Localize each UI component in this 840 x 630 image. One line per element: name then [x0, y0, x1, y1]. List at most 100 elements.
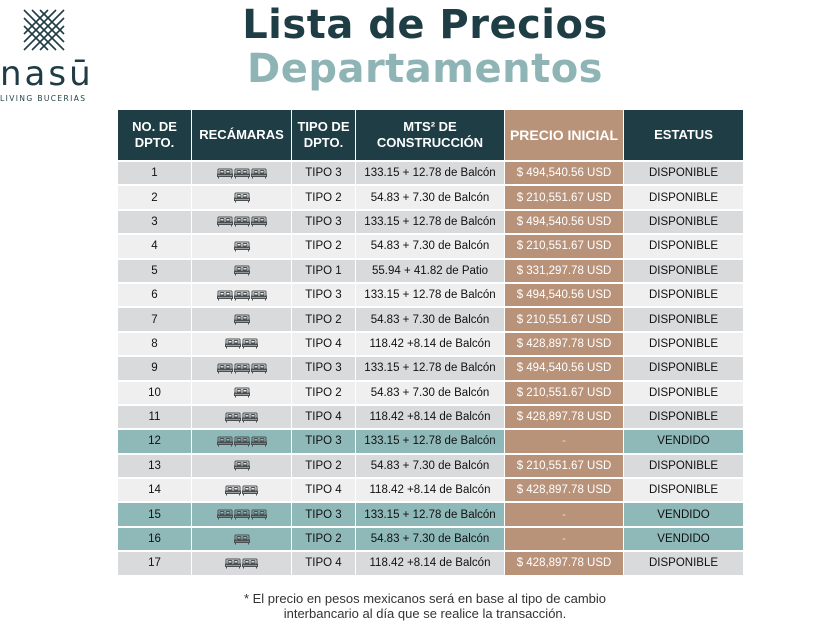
logo-pattern-icon	[23, 9, 65, 51]
bed-icon	[216, 509, 233, 520]
cell-tipo-dpto: TIPO 4	[291, 403, 356, 430]
bed-icon	[233, 387, 250, 398]
table-row: 4 TIPO 2 54.83 + 7.30 de Balcón $ 210,551.6…	[117, 233, 744, 260]
footnote-line-2: interbancario al día que se realice la t…	[283, 606, 567, 621]
bed-icon	[242, 338, 258, 349]
cell-mts: 54.83 + 7.30 de Balcón	[355, 306, 505, 333]
cell-no-dpto: 7	[117, 306, 192, 333]
cell-tipo-dpto: TIPO 2	[291, 379, 356, 406]
table-row: 5 TIPO 1 55.94 + 41.82 de Patio $ 331,297.7…	[117, 257, 744, 284]
cell-no-dpto: 3	[117, 208, 192, 235]
bed-icon	[233, 314, 250, 325]
cell-tipo-dpto: TIPO 2	[291, 525, 356, 552]
cell-mts: 118.42 +8.14 de Balcón	[355, 403, 505, 430]
table-row: 1 TIPO 3 133.15 + 12.78 de Balcón $ 494,540…	[117, 159, 744, 186]
page-title: Lista de Precios	[242, 2, 608, 48]
cell-recamaras	[191, 477, 292, 503]
cell-no-dpto: 10	[117, 379, 192, 406]
cell-precio: $ 428,897.78 USD	[504, 550, 624, 576]
cell-mts: 54.83 + 7.30 de Balcón	[355, 379, 505, 406]
cell-precio: $ 428,897.78 USD	[504, 403, 624, 430]
cell-estatus: DISPONIBLE	[623, 550, 744, 576]
table-row: 7 TIPO 2 54.83 + 7.30 de Balcón $ 210,551.6…	[117, 306, 744, 333]
header-estatus: ESTATUS	[623, 109, 744, 162]
bed-icon	[233, 363, 250, 374]
cell-recamaras	[191, 184, 292, 211]
cell-estatus: VENDIDO	[623, 428, 744, 455]
cell-estatus: DISPONIBLE	[623, 208, 744, 235]
cell-precio: $ 428,897.78 USD	[504, 330, 624, 357]
bed-icon	[225, 412, 241, 423]
cell-no-dpto: 1	[117, 159, 192, 186]
cell-precio: $ 331,297.78 USD	[504, 257, 624, 284]
cell-precio: -	[504, 525, 624, 552]
cell-tipo-dpto: TIPO 2	[291, 306, 356, 333]
bed-icon	[242, 485, 258, 496]
cell-estatus: DISPONIBLE	[623, 355, 744, 382]
bed-icon	[250, 216, 267, 227]
cell-estatus: VENDIDO	[623, 501, 744, 528]
brand-logo: nasū LIVING BUCERIAS	[0, 4, 120, 104]
cell-tipo-dpto: TIPO 2	[291, 184, 356, 211]
cell-no-dpto: 15	[117, 501, 192, 528]
bed-icon	[233, 265, 250, 276]
cell-recamaras	[191, 208, 292, 235]
cell-precio: $ 494,540.56 USD	[504, 281, 624, 308]
cell-precio: $ 210,551.67 USD	[504, 184, 624, 211]
cell-estatus: DISPONIBLE	[623, 452, 744, 479]
bed-icon	[225, 558, 241, 569]
cell-no-dpto: 11	[117, 403, 192, 430]
cell-estatus: VENDIDO	[623, 525, 744, 552]
cell-no-dpto: 9	[117, 355, 192, 382]
cell-recamaras	[191, 428, 292, 455]
bed-icon	[216, 363, 233, 374]
cell-mts: 118.42 +8.14 de Balcón	[355, 477, 505, 503]
cell-recamaras	[191, 233, 292, 260]
cell-recamaras	[191, 501, 292, 528]
header-precio: PRECIO INICIAL	[504, 109, 624, 162]
cell-recamaras	[191, 403, 292, 430]
cell-mts: 133.15 + 12.78 de Balcón	[355, 281, 505, 308]
cell-precio: $ 494,540.56 USD	[504, 355, 624, 382]
cell-recamaras	[191, 159, 292, 186]
table-row: 2 TIPO 2 54.83 + 7.30 de Balcón $ 210,551.6…	[117, 184, 744, 211]
cell-tipo-dpto: TIPO 3	[291, 501, 356, 528]
cell-recamaras	[191, 330, 292, 357]
cell-estatus: DISPONIBLE	[623, 257, 744, 284]
footnote-line-1: * El precio en pesos mexicanos será en b…	[243, 591, 607, 606]
cell-estatus: DISPONIBLE	[623, 184, 744, 211]
table-row: 12 TIPO 3 133.15 + 12.78 de Balcón - VENDIDO	[117, 428, 744, 455]
cell-estatus: DISPONIBLE	[623, 233, 744, 260]
bed-icon	[216, 216, 233, 227]
cell-no-dpto: 8	[117, 330, 192, 357]
cell-mts: 55.94 + 41.82 de Patio	[355, 257, 505, 284]
bed-icon	[242, 558, 258, 569]
cell-no-dpto: 16	[117, 525, 192, 552]
table-row: 14 TIPO 4 118.42 +8.14 de Balcón $ 428,897.…	[117, 477, 744, 503]
cell-mts: 118.42 +8.14 de Balcón	[355, 330, 505, 357]
cell-recamaras	[191, 379, 292, 406]
table-row: 6 TIPO 3 133.15 + 12.78 de Balcón $ 494,540…	[117, 281, 744, 308]
bed-icon	[250, 168, 267, 179]
cell-recamaras	[191, 355, 292, 382]
cell-mts: 118.42 +8.14 de Balcón	[355, 550, 505, 576]
table-header-row: NO. DE DPTO. RECÁMARAS TIPO DE DPTO. MTS…	[117, 109, 744, 162]
bed-icon	[233, 216, 250, 227]
bed-icon	[225, 338, 241, 349]
bed-icon	[233, 534, 250, 545]
cell-precio: -	[504, 428, 624, 455]
bed-icon	[250, 509, 267, 520]
cell-tipo-dpto: TIPO 4	[291, 477, 356, 503]
footnote: * El precio en pesos mexicanos será en b…	[0, 591, 840, 621]
table-row: 17 TIPO 4 118.42 +8.14 de Balcón $ 428,897.…	[117, 550, 744, 576]
bed-icon	[250, 363, 267, 374]
cell-tipo-dpto: TIPO 3	[291, 281, 356, 308]
cell-tipo-dpto: TIPO 4	[291, 550, 356, 576]
cell-mts: 54.83 + 7.30 de Balcón	[355, 184, 505, 211]
bed-icon	[233, 192, 250, 203]
cell-estatus: DISPONIBLE	[623, 306, 744, 333]
table-row: 13 TIPO 2 54.83 + 7.30 de Balcón $ 210,551.…	[117, 452, 744, 479]
bed-icon	[242, 412, 258, 423]
cell-tipo-dpto: TIPO 2	[291, 452, 356, 479]
cell-no-dpto: 5	[117, 257, 192, 284]
